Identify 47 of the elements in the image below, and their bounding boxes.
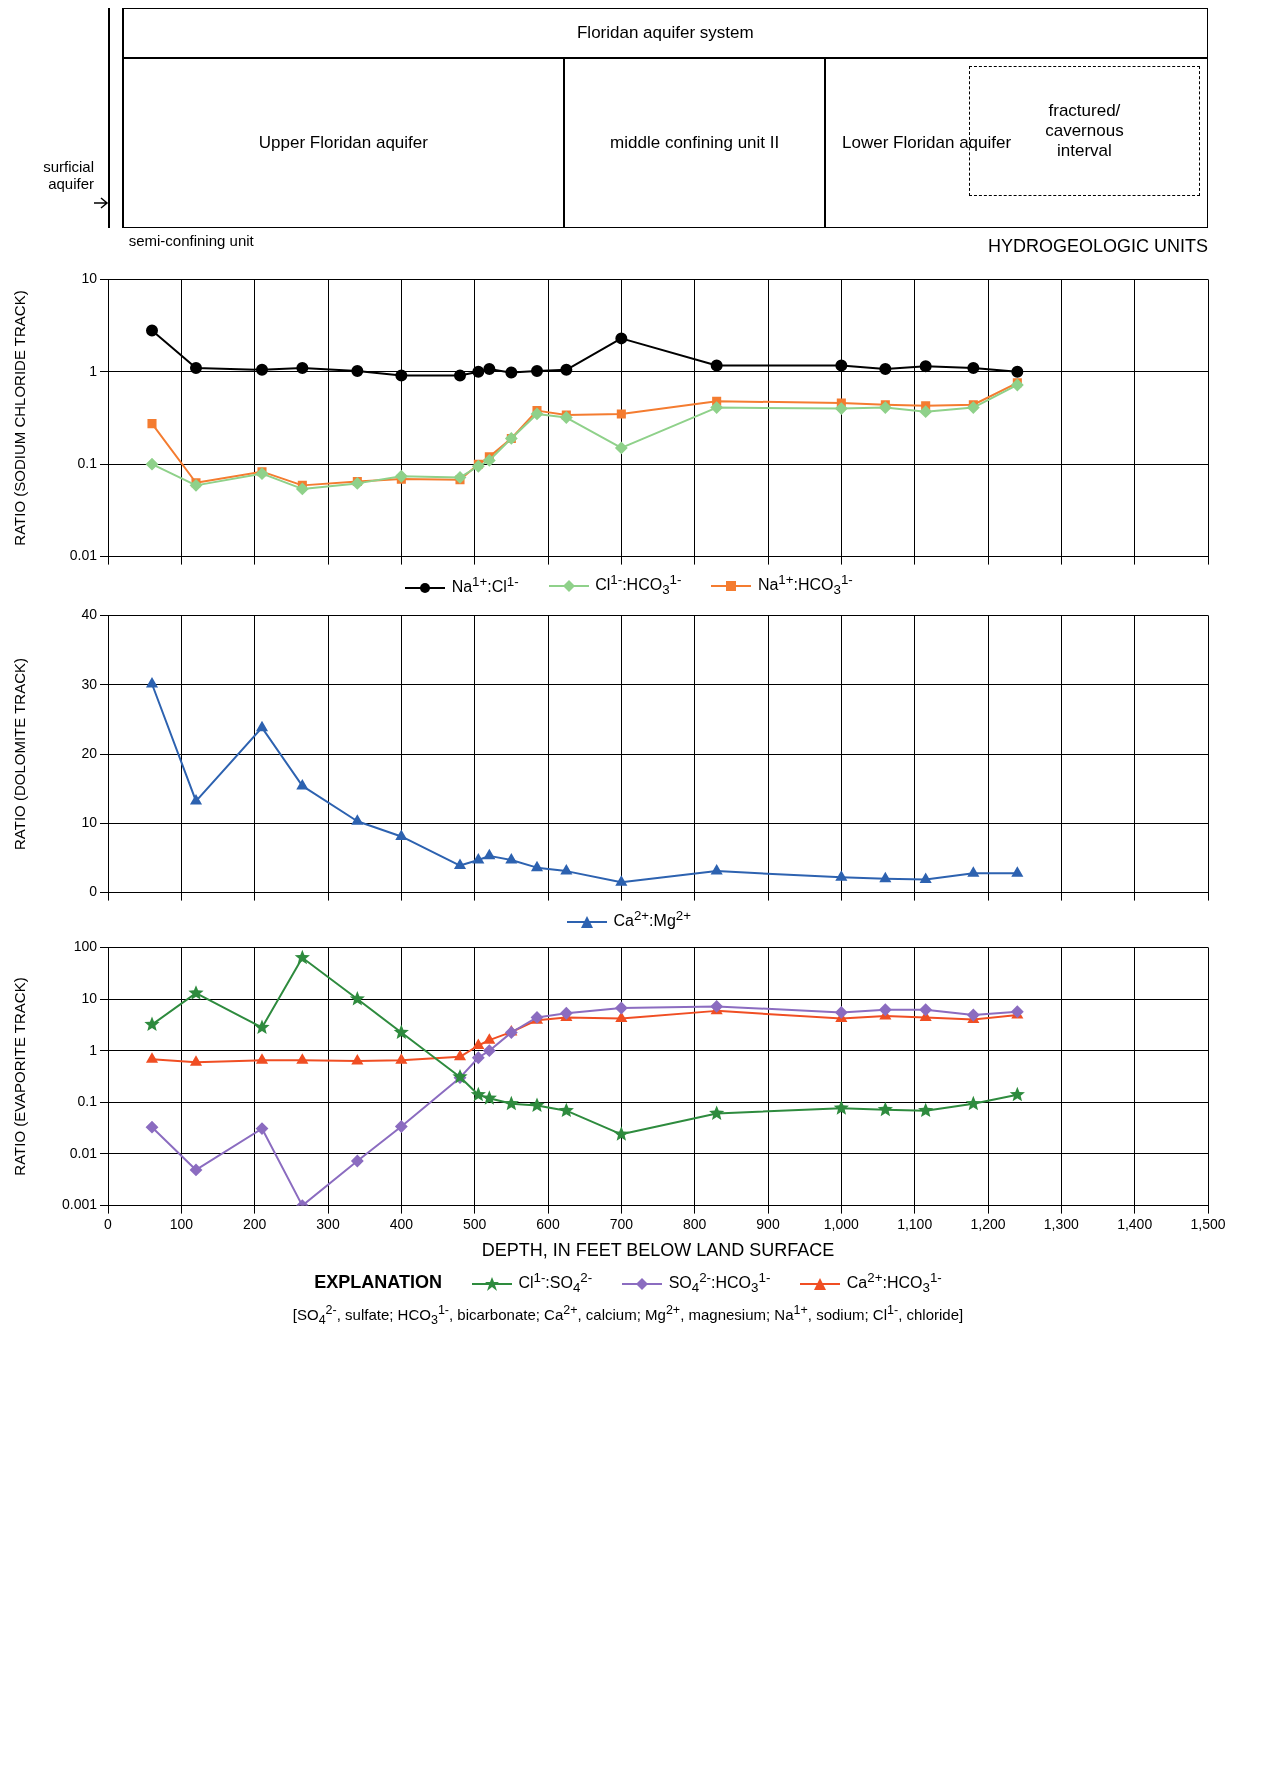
x-tick-label: 1,300: [1043, 1215, 1080, 1232]
text: HYDROGEOLOGIC UNITS: [987, 236, 1208, 256]
x-tick-label: 100: [169, 1215, 194, 1232]
y-tick-label: 0: [89, 882, 98, 899]
text: Upper Floridan aquifer: [258, 133, 428, 153]
y-tick-label: 20: [81, 744, 98, 761]
text: semi-confining unit: [128, 232, 254, 249]
y-tick-label: 100: [73, 938, 98, 955]
y-tick-label: 1: [89, 362, 98, 379]
legend-title: EXPLANATION: [314, 1272, 442, 1294]
text: Lower Floridan aquifer: [842, 133, 1012, 153]
x-tick-label: 800: [682, 1215, 707, 1232]
y-tick-label: 0.1: [77, 1093, 98, 1110]
y-tick-label: 10: [81, 270, 98, 287]
x-tick-label: 1,400: [1117, 1215, 1153, 1232]
x-tick-label: 1,500: [1190, 1215, 1226, 1232]
x-tick-label: 0: [104, 1215, 113, 1232]
x-tick-label: 1,100: [897, 1215, 933, 1232]
y-tick-label: 0.1: [77, 455, 98, 472]
x-tick-label: 200: [242, 1215, 267, 1232]
x-tick-label: 300: [316, 1215, 340, 1232]
y-tick-label: 0.001: [61, 1196, 98, 1213]
y-axis-title: RATIO (EVAPORITE TRACK): [11, 977, 29, 1176]
x-tick-label: 700: [609, 1215, 634, 1232]
legend-label: Na$^{1+}$:Cl$^{1-}$: [451, 573, 519, 595]
legend-label: Ca$^{2+}$:Mg$^{2+}$: [613, 907, 691, 929]
x-tick-label: 400: [389, 1215, 414, 1232]
text: [SO$_{4}$$^{2-}$, sulfate; HCO$_{3}$$^{1-}$, bicarbonate; Ca$^{2+}$, calcium; Mg$^{2+}$, magnesium; Na$^{1+}$, sodium; Cl$^{1-}$, chloride]: [292, 1303, 964, 1328]
y-tick-label: 40: [81, 605, 98, 622]
text: fractured/ cavernous interval: [1044, 101, 1125, 161]
y-tick-label: 10: [81, 989, 98, 1006]
x-tick-label: 1,200: [970, 1215, 1006, 1232]
text: Floridan aquifer system: [576, 23, 754, 43]
y-tick-label: 0.01: [69, 547, 98, 564]
text: middle confining unit II: [610, 133, 780, 153]
y-tick-label: 0.01: [69, 1144, 98, 1161]
text: surficial aquifer: [42, 158, 94, 192]
x-tick-label: 900: [756, 1215, 780, 1232]
x-tick-label: 500: [462, 1215, 487, 1232]
y-tick-label: 10: [81, 813, 98, 830]
y-tick-label: 30: [81, 675, 98, 692]
y-axis-title: RATIO (DOLOMITE TRACK): [11, 657, 29, 850]
x-tick-label: 1,000: [823, 1215, 860, 1232]
y-tick-label: 1: [89, 1041, 98, 1058]
y-axis-title: RATIO (SODIUM CHLORIDE TRACK): [11, 290, 29, 546]
x-tick-label: 600: [536, 1215, 560, 1232]
x-axis-title: DEPTH, IN FEET BELOW LAND SURFACE: [481, 1240, 835, 1261]
